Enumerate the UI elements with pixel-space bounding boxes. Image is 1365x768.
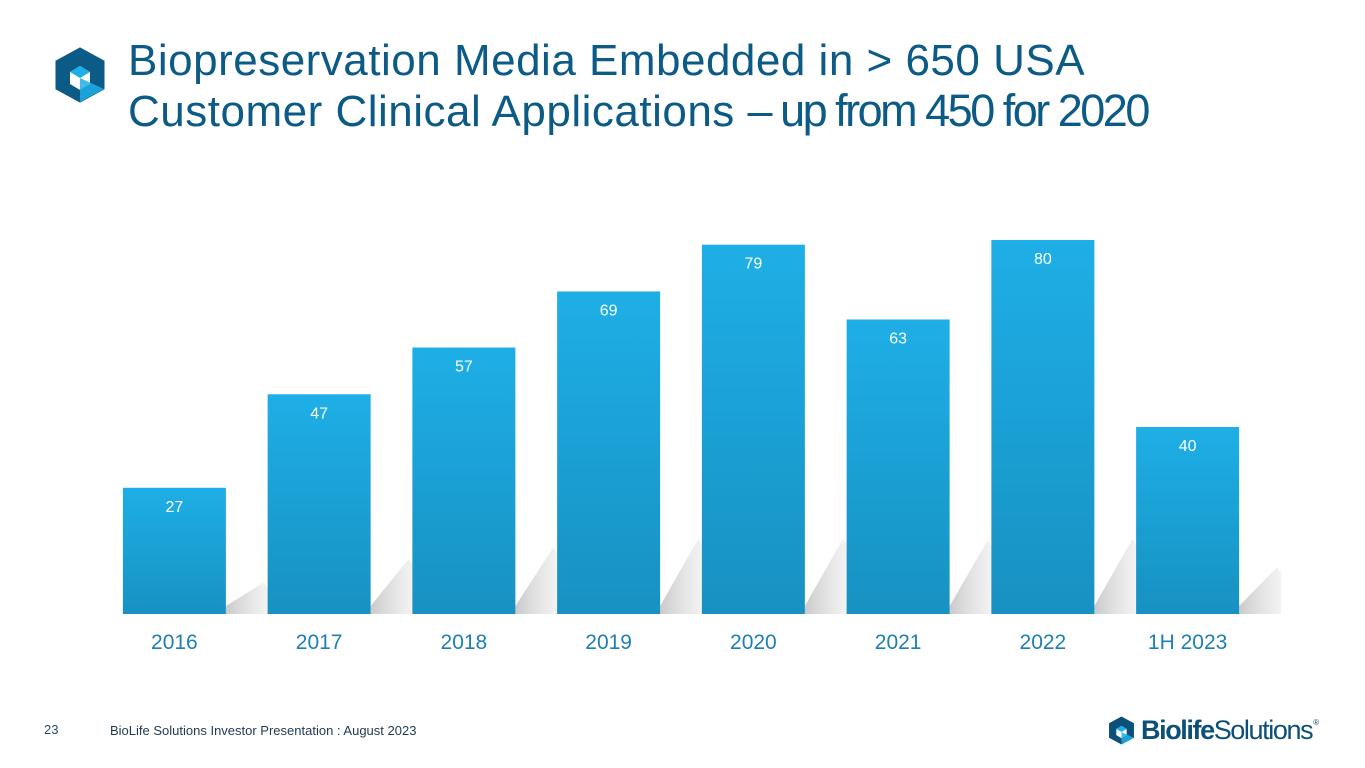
title-line-1: Biopreservation Media Embedded in > 650 … [128,36,1086,85]
value-label: 63 [889,330,907,347]
brand-name-bold: Biolife [1141,714,1215,745]
brand-logo: BiolifeSolutions ® [1108,712,1319,748]
category-label: 2022 [1020,631,1067,654]
value-label: 47 [310,405,328,422]
cube-logo-icon [55,47,105,103]
category-label: 2017 [296,631,343,654]
bar-2017 [267,394,371,614]
bar-shadow [660,539,703,614]
bar-shadow [1239,567,1282,614]
page-title: Biopreservation Media Embedded in > 650 … [128,36,1328,137]
value-label: 79 [744,256,762,273]
category-labels-group: 2016 2017 2018 2019 2020 2021 2022 1H 2023 [151,631,1227,654]
category-label: 2019 [585,631,632,654]
bar-1h-2023 [1136,427,1240,614]
title-line-2-main: Customer Clinical Applications [128,87,748,136]
bar-shadow [370,559,413,614]
category-label: 2018 [441,631,488,654]
value-label: 27 [165,499,183,516]
bar-shadows [225,539,1282,614]
bar-shadow [1094,539,1137,614]
bar-2016 [122,487,226,614]
bar-2022 [991,240,1095,614]
brand-name-regular: Solutions [1213,714,1314,745]
bar-shadow [949,540,992,614]
brand-name: BiolifeSolutions [1141,714,1314,746]
bar-shadow [225,582,268,614]
brand-registered-mark: ® [1313,718,1320,727]
category-label: 2020 [730,631,777,654]
bar-2019 [557,291,661,614]
bar-2021 [846,319,950,614]
value-labels-group: 27 47 57 69 79 63 80 40 [165,251,1196,516]
bar-2018 [412,347,516,614]
value-label: 57 [455,359,473,376]
bar-2020 [701,244,805,615]
category-label: 2016 [151,631,198,654]
page-number: 23 [44,722,59,737]
title-line-2-tail: – up from 450 for 2020 [747,85,1151,136]
value-label: 69 [600,302,618,319]
value-label: 40 [1179,438,1197,455]
footer-text: BioLife Solutions Investor Presentation … [110,723,417,738]
bars-group [122,240,1240,615]
title-line-2: Customer Clinical Applications – up from… [128,86,1328,137]
brand-cube-icon [1109,715,1134,745]
category-label: 1H 2023 [1148,631,1227,654]
value-label: 80 [1034,251,1052,268]
category-label: 2021 [875,631,922,654]
bar-shadow [515,547,558,614]
bar-shadow [804,539,847,614]
